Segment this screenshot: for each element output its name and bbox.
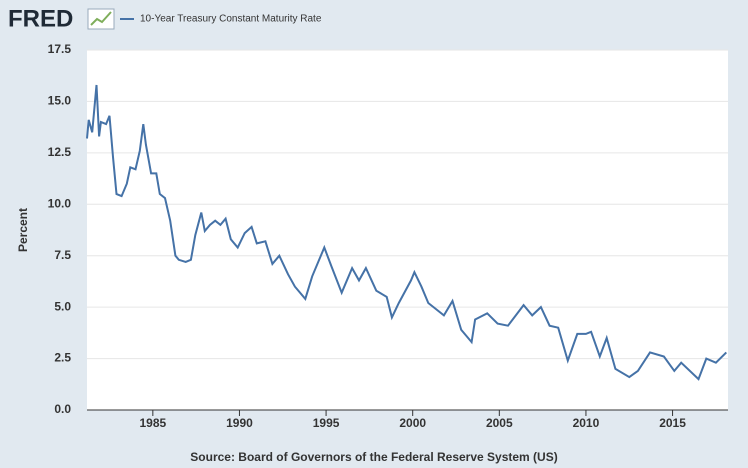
x-tick-label: 1985 — [139, 416, 166, 430]
x-tick-label: 1990 — [226, 416, 253, 430]
y-tick-label: 0.0 — [54, 402, 71, 416]
source-note: Source: Board of Governors of the Federa… — [190, 450, 557, 464]
plot-area — [87, 50, 728, 410]
x-tick-label: 1995 — [313, 416, 340, 430]
y-tick-label: 5.0 — [54, 299, 71, 313]
y-tick-label: 17.5 — [48, 42, 72, 56]
x-tick-label: 2010 — [573, 416, 600, 430]
y-tick-label: 10.0 — [48, 196, 72, 210]
y-axis-label: Percent — [16, 208, 30, 252]
legend-label: 10-Year Treasury Constant Maturity Rate — [140, 14, 322, 25]
y-tick-label: 7.5 — [54, 248, 71, 262]
brand-logo: FRED — [8, 5, 73, 32]
data-line — [86, 84, 728, 381]
y-tick-label: 2.5 — [54, 351, 71, 365]
x-tick-label: 2005 — [486, 416, 513, 430]
y-tick-label: 12.5 — [48, 145, 72, 159]
logo-icon — [87, 8, 115, 30]
x-tick-label: 2015 — [659, 416, 686, 430]
x-tick-label: 2000 — [399, 416, 426, 430]
y-tick-label: 15.0 — [48, 94, 72, 108]
logo-icon-line — [90, 11, 112, 26]
